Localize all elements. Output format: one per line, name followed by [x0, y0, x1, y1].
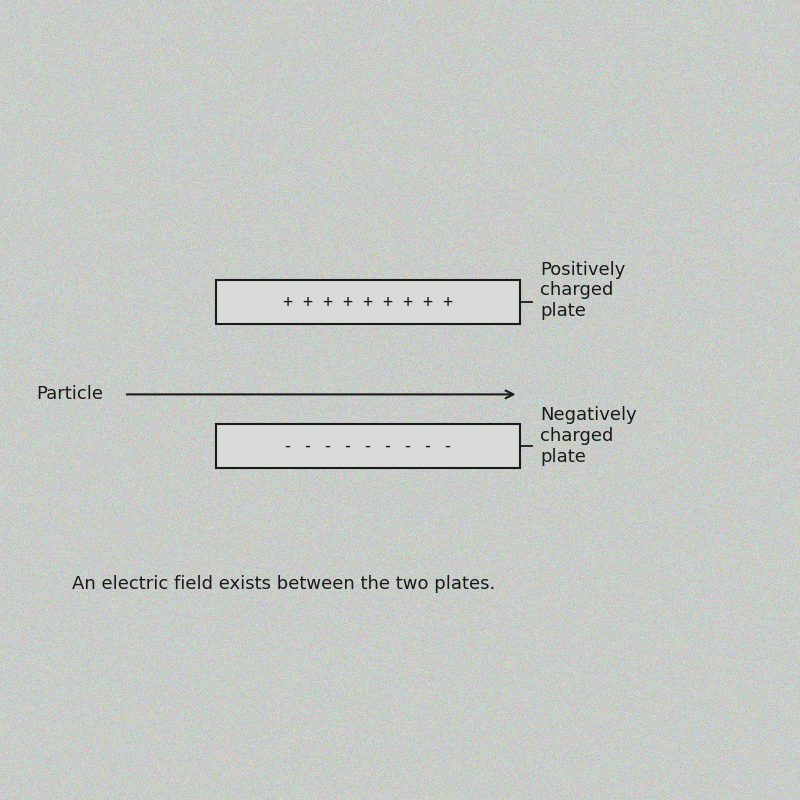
Text: Particle: Particle: [36, 386, 103, 403]
Text: An electric field exists between the two plates.: An electric field exists between the two…: [72, 575, 495, 593]
FancyBboxPatch shape: [216, 280, 520, 324]
Text: Positively
charged
plate: Positively charged plate: [540, 261, 626, 320]
FancyBboxPatch shape: [216, 424, 520, 468]
Text: Negatively
charged
plate: Negatively charged plate: [540, 406, 637, 466]
Text: + + + + + + + + +: + + + + + + + + +: [283, 293, 453, 311]
Text: - - - - - - - - -: - - - - - - - - -: [283, 437, 453, 455]
